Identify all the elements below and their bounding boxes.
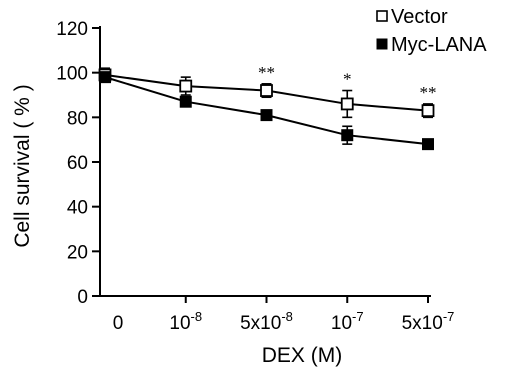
legend-label: Vector (391, 6, 448, 28)
y-tick-label: 60 (67, 153, 88, 174)
y-tick-label: 100 (56, 64, 88, 85)
series-layer (98, 67, 435, 151)
x-axis-ticks: 0 10-8 5x10-8 10-7 5x10-7 (113, 296, 455, 334)
x-axis-label: DEX (M) (262, 344, 343, 367)
data-point (341, 129, 354, 142)
significance-marker: ** (258, 63, 275, 82)
y-axis-label: Cell survival ( % ) (11, 84, 34, 247)
x-tick-label: 10-8 (169, 309, 202, 334)
x-tick-label: 5x10-8 (240, 309, 293, 334)
data-point (179, 79, 193, 93)
data-point (99, 71, 111, 84)
x-tick-label: 10-7 (331, 309, 364, 334)
y-tick-label: 20 (67, 242, 88, 263)
data-point (260, 84, 273, 97)
data-point (421, 104, 435, 118)
series-myc-lana (99, 71, 434, 151)
data-point (260, 109, 273, 122)
significance-annotations: ** *** (258, 63, 437, 102)
x-tick-label: 0 (113, 313, 124, 334)
significance-marker: ** (420, 83, 437, 102)
data-point (340, 97, 354, 111)
legend-marker (376, 38, 388, 50)
legend-label: Myc-LANA (391, 34, 487, 56)
y-axis-ticks: 0 20 40 60 80 100 120 (56, 19, 100, 308)
y-tick-label: 40 (67, 198, 88, 219)
legend-marker (376, 10, 388, 22)
legend: Vector Myc-LANA (376, 6, 487, 56)
y-tick-label: 120 (56, 19, 88, 40)
data-point (422, 138, 434, 151)
y-tick-label: 80 (67, 108, 88, 129)
data-point (179, 95, 192, 108)
y-tick-label: 0 (77, 287, 88, 308)
significance-marker: * (343, 70, 352, 89)
x-tick-label: 5x10-7 (402, 309, 455, 334)
